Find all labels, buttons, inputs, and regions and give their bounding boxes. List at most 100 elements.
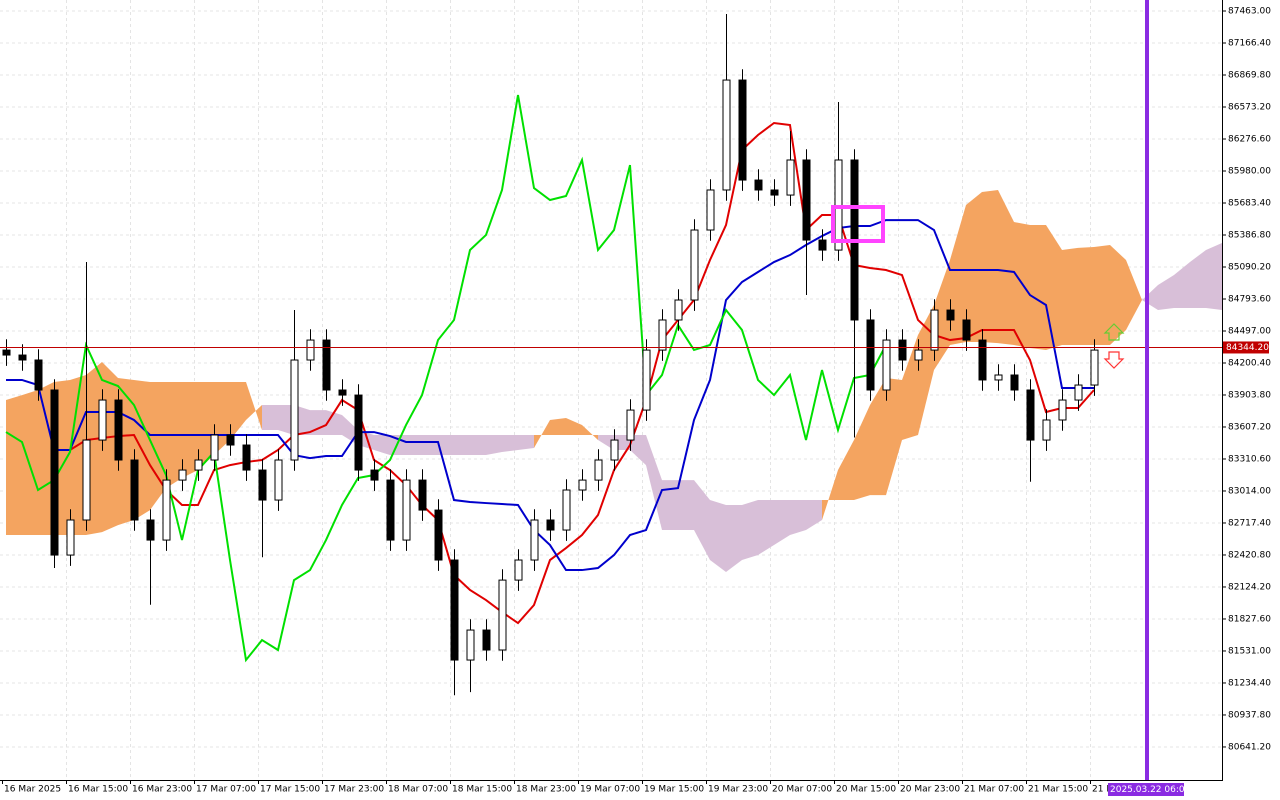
- cloud-segment: [534, 419, 550, 449]
- candle: [1074, 374, 1083, 411]
- x-tick-label: 20 Mar 07:00: [772, 785, 832, 795]
- candle: [930, 299, 939, 361]
- y-tick-label: 81531.00: [1228, 646, 1271, 656]
- cloud-segment: [1142, 285, 1158, 311]
- x-tick-label: 17 Mar 23:00: [324, 785, 384, 795]
- candle-body: [690, 229, 699, 301]
- cloud-segment: [406, 434, 422, 456]
- candle: [66, 509, 75, 566]
- candle-body: [210, 434, 219, 461]
- candle: [1090, 339, 1099, 396]
- y-tick-label: 80641.20: [1228, 742, 1271, 752]
- candle: [690, 219, 699, 311]
- candle-body: [114, 399, 123, 461]
- candle-body: [1090, 349, 1099, 386]
- candle: [706, 179, 715, 241]
- indicator-lines: [5, 94, 1095, 663]
- y-tick-label: 85683.40: [1228, 198, 1271, 208]
- candle: [610, 429, 619, 471]
- candle-body: [946, 309, 955, 321]
- cloud-segment: [38, 382, 54, 535]
- cloud-segment: [470, 434, 486, 456]
- candle: [226, 424, 235, 456]
- candle: [386, 469, 395, 551]
- cloud-segment: [774, 500, 790, 546]
- x-tick-label: 17 Mar 15:00: [260, 785, 320, 795]
- current-price-box: [1223, 341, 1269, 354]
- candle: [882, 329, 891, 401]
- candle-body: [706, 189, 715, 231]
- candle: [322, 329, 331, 401]
- candle: [434, 499, 443, 571]
- candle-body: [242, 444, 251, 471]
- candle-body: [802, 159, 811, 241]
- candle: [82, 262, 91, 531]
- candle: [754, 169, 763, 201]
- candle: [98, 389, 107, 451]
- cloud-segment: [1190, 249, 1206, 309]
- candle: [338, 379, 347, 406]
- candle-body: [594, 459, 603, 481]
- candle-body: [322, 339, 331, 391]
- candle-body: [914, 349, 923, 361]
- cloud-segment: [678, 480, 694, 531]
- cloud-segment: [1174, 262, 1190, 309]
- candle-body: [1010, 374, 1019, 391]
- candle-body: [514, 559, 523, 581]
- candle: [178, 459, 187, 491]
- candle: [738, 69, 747, 191]
- cloud-segment: [422, 434, 438, 456]
- cloud-segment: [1206, 242, 1222, 311]
- candle-body: [674, 299, 683, 321]
- candle-body: [626, 409, 635, 441]
- candle: [994, 364, 1003, 391]
- cloud-segment: [806, 500, 822, 531]
- candle-body: [562, 489, 571, 531]
- cloud-segment: [790, 500, 806, 535]
- cloud-segment: [822, 470, 838, 520]
- candle: [514, 549, 523, 591]
- candle: [1010, 364, 1019, 401]
- candle: [642, 339, 651, 421]
- y-tick-label: 82124.20: [1228, 582, 1271, 592]
- candle: [402, 469, 411, 551]
- candle-body: [1074, 384, 1083, 401]
- candle: [866, 309, 875, 401]
- ichimoku-cloud: [6, 189, 1222, 572]
- candle: [978, 329, 987, 391]
- candle: [1042, 409, 1051, 451]
- candle-body: [370, 469, 379, 481]
- cloud-segment: [694, 480, 710, 561]
- candle: [578, 469, 587, 501]
- candle: [498, 569, 507, 661]
- end-marker-label: 2025.03.22 06:00: [1110, 785, 1191, 795]
- overlay: [0, 0, 1222, 780]
- cloud-segment: [150, 382, 166, 511]
- candle-body: [882, 339, 891, 391]
- cloud-segment: [486, 434, 502, 456]
- candle-body: [818, 239, 827, 251]
- end-marker-box: [1108, 783, 1184, 796]
- cloud-segment: [630, 434, 646, 466]
- cloud-segment: [262, 404, 278, 431]
- candle: [354, 384, 363, 481]
- x-tick-label: 21 Mar 15:00: [1028, 785, 1088, 795]
- y-tick-label: 86276.60: [1228, 134, 1271, 144]
- cloud-segment: [870, 378, 886, 496]
- candle: [770, 179, 779, 206]
- candle-body: [770, 189, 779, 196]
- candle: [482, 619, 491, 661]
- y-tick-label: 83310.60: [1228, 454, 1271, 464]
- candle-body: [738, 79, 747, 181]
- candle: [898, 329, 907, 371]
- cloud-segment: [758, 500, 774, 556]
- candle: [50, 379, 59, 569]
- candle-body: [386, 479, 395, 541]
- candle-body: [546, 519, 555, 531]
- cloud-segment: [502, 434, 518, 453]
- axes: 87463.00 87166.40 86869.80 86573.20 86276.60…: [2, 7, 1271, 796]
- y-tick-label: 83607.20: [1228, 422, 1271, 432]
- candle: [114, 389, 123, 471]
- candle-body: [450, 559, 459, 661]
- candle-body: [482, 629, 491, 651]
